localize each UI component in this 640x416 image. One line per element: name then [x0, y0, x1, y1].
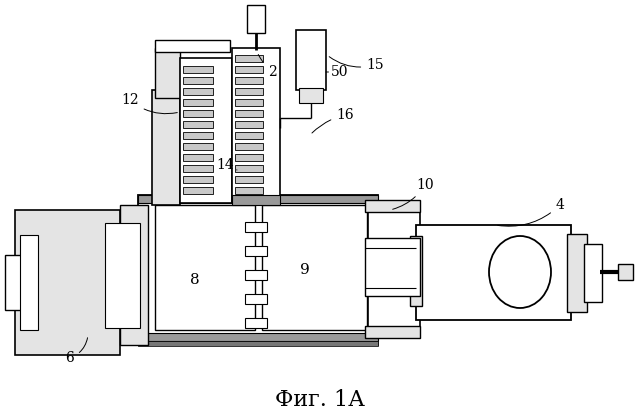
Polygon shape	[105, 223, 140, 328]
Polygon shape	[120, 205, 148, 345]
Polygon shape	[235, 88, 263, 95]
Polygon shape	[584, 244, 602, 302]
Polygon shape	[235, 176, 263, 183]
Polygon shape	[235, 121, 263, 128]
Polygon shape	[183, 165, 213, 172]
Text: 8: 8	[190, 273, 200, 287]
Polygon shape	[183, 187, 213, 194]
Polygon shape	[235, 165, 263, 172]
Polygon shape	[5, 255, 35, 310]
Polygon shape	[20, 235, 38, 330]
Text: Фиг. 1А: Фиг. 1А	[275, 389, 365, 411]
Text: 2: 2	[259, 54, 276, 79]
Polygon shape	[15, 210, 120, 355]
Polygon shape	[183, 121, 213, 128]
Polygon shape	[567, 234, 587, 312]
Polygon shape	[410, 236, 422, 306]
Polygon shape	[183, 132, 213, 139]
Polygon shape	[232, 48, 280, 203]
Polygon shape	[365, 326, 420, 338]
Polygon shape	[138, 195, 378, 203]
Polygon shape	[245, 222, 267, 232]
Polygon shape	[245, 318, 267, 328]
Polygon shape	[183, 176, 213, 183]
Polygon shape	[183, 99, 213, 106]
Polygon shape	[180, 58, 232, 203]
Polygon shape	[296, 30, 326, 90]
Polygon shape	[262, 205, 367, 330]
Polygon shape	[235, 99, 263, 106]
Polygon shape	[235, 132, 263, 139]
Polygon shape	[235, 55, 263, 62]
Polygon shape	[232, 195, 280, 205]
Polygon shape	[368, 208, 420, 338]
Polygon shape	[247, 5, 265, 33]
Text: 9: 9	[300, 263, 310, 277]
Polygon shape	[138, 333, 378, 341]
Polygon shape	[155, 48, 180, 98]
Text: 16: 16	[312, 108, 354, 133]
Text: 50: 50	[326, 65, 349, 79]
Polygon shape	[152, 90, 180, 205]
Text: 4: 4	[498, 198, 564, 226]
Polygon shape	[235, 77, 263, 84]
Polygon shape	[183, 77, 213, 84]
Polygon shape	[235, 143, 263, 150]
Polygon shape	[365, 200, 420, 212]
Polygon shape	[138, 195, 378, 345]
Polygon shape	[155, 40, 230, 52]
Polygon shape	[618, 264, 633, 280]
Polygon shape	[155, 205, 255, 330]
Polygon shape	[235, 66, 263, 73]
Polygon shape	[245, 246, 267, 256]
Text: 6: 6	[66, 338, 88, 365]
Polygon shape	[235, 154, 263, 161]
Text: 14: 14	[216, 158, 237, 172]
Polygon shape	[183, 88, 213, 95]
Polygon shape	[416, 225, 571, 320]
Polygon shape	[183, 66, 213, 73]
Polygon shape	[365, 238, 420, 296]
Polygon shape	[183, 110, 213, 117]
Ellipse shape	[489, 236, 551, 308]
Text: 10: 10	[393, 178, 434, 209]
Text: 12: 12	[121, 93, 177, 114]
Polygon shape	[235, 187, 263, 194]
Polygon shape	[183, 154, 213, 161]
Polygon shape	[299, 88, 323, 103]
Polygon shape	[235, 110, 263, 117]
Text: 15: 15	[329, 57, 384, 72]
Polygon shape	[245, 294, 267, 304]
Polygon shape	[183, 143, 213, 150]
Polygon shape	[138, 341, 378, 346]
Polygon shape	[245, 270, 267, 280]
